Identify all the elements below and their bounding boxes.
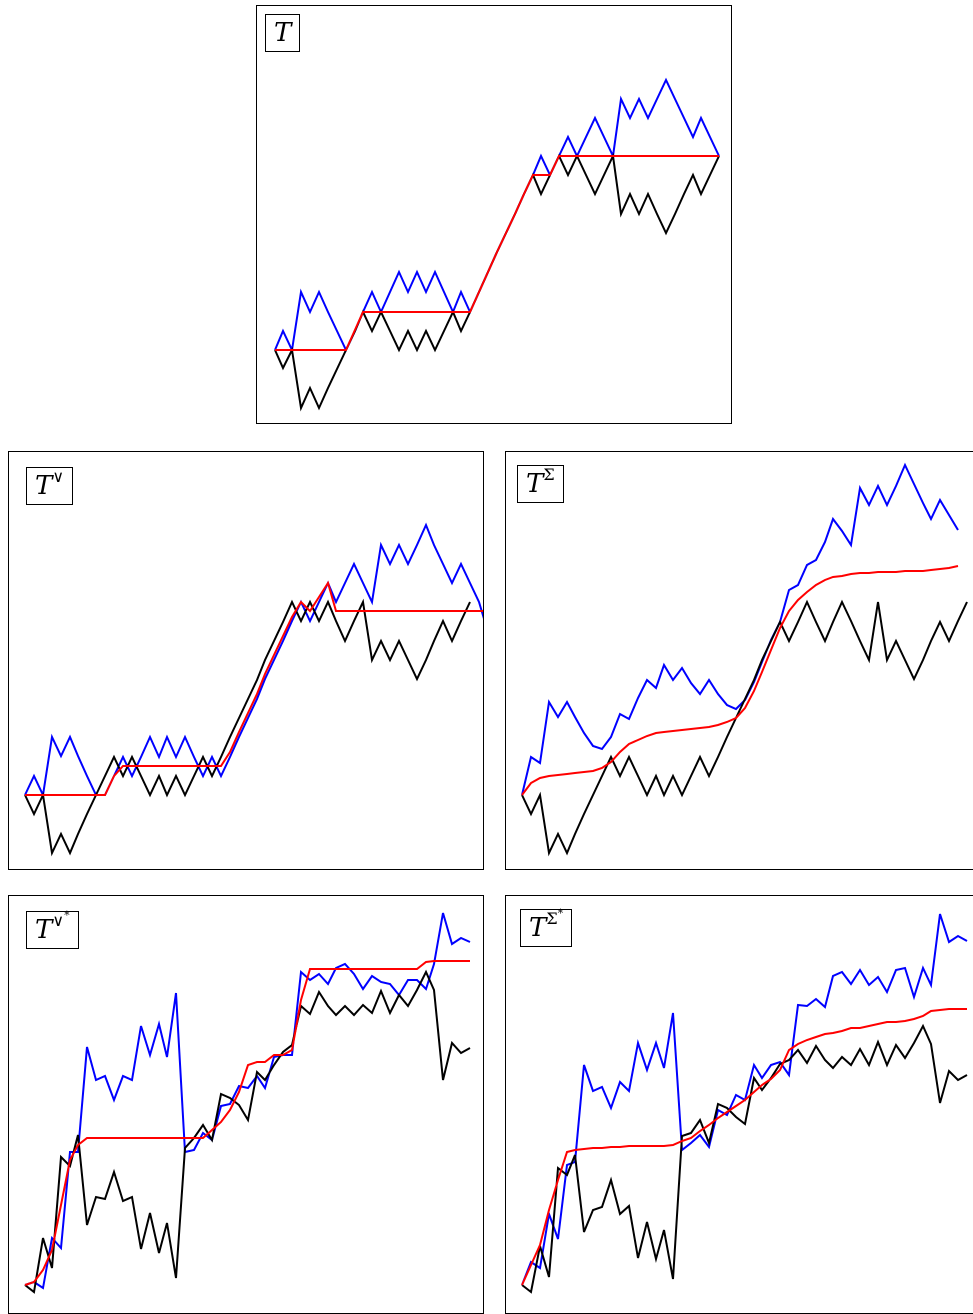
Tsigmastar-lower-path	[521, 1023, 968, 1294]
Tsigma-lower-path	[521, 599, 968, 857]
Tvee-upper-path	[24, 522, 483, 799]
T-middle-path	[275, 155, 719, 351]
label-t: T	[265, 14, 301, 52]
label-t-vee-base: T	[35, 471, 53, 501]
label-t-vee: T∨	[26, 467, 74, 505]
label-t-sigma-sup: Σ	[543, 465, 555, 484]
label-t-sigma-star-sup: Σ	[546, 909, 558, 928]
T-upper-path	[274, 77, 720, 354]
plot-t-sigma	[521, 462, 968, 857]
panel-t-vee-star: T∨*	[8, 895, 484, 1314]
plot-t-sigma-star	[521, 913, 968, 1294]
Tvee-middle-path	[25, 580, 483, 796]
plot-t-vee-star	[24, 912, 471, 1294]
plot-t-vee	[24, 522, 483, 857]
plot-t	[274, 77, 720, 412]
label-t-vee-star-base: T	[35, 915, 53, 945]
label-t-sigma-star-base: T	[529, 913, 547, 943]
Tsigmastar-middle-path	[521, 1008, 967, 1286]
label-t-vee-star-sup: ∨	[52, 911, 65, 930]
label-t-sigma-star-supsup: *	[557, 907, 564, 920]
Tsigma-middle-path	[521, 565, 959, 796]
panel-t: T	[256, 5, 732, 424]
Tveestar-middle-path	[24, 960, 470, 1286]
label-t-sigma: TΣ	[517, 465, 564, 503]
Tveestar-lower-path	[24, 969, 471, 1294]
panel-t-sigma: TΣ	[505, 451, 973, 870]
panel-t-sigma-star: TΣ*	[505, 895, 973, 1314]
panel-t-vee: T∨	[8, 451, 484, 870]
label-t-vee-star-supsup: *	[64, 909, 70, 922]
Tvee-lower-path	[24, 598, 471, 857]
label-t-vee-star: T∨*	[26, 909, 79, 949]
label-t-base: T	[274, 18, 292, 48]
T-lower-path	[274, 152, 720, 412]
Tveestar-upper-path	[24, 912, 471, 1290]
label-t-vee-sup: ∨	[52, 467, 65, 486]
label-t-sigma-star: TΣ*	[520, 907, 573, 947]
Tsigma-upper-path	[521, 462, 959, 796]
label-t-sigma-base: T	[526, 469, 544, 499]
